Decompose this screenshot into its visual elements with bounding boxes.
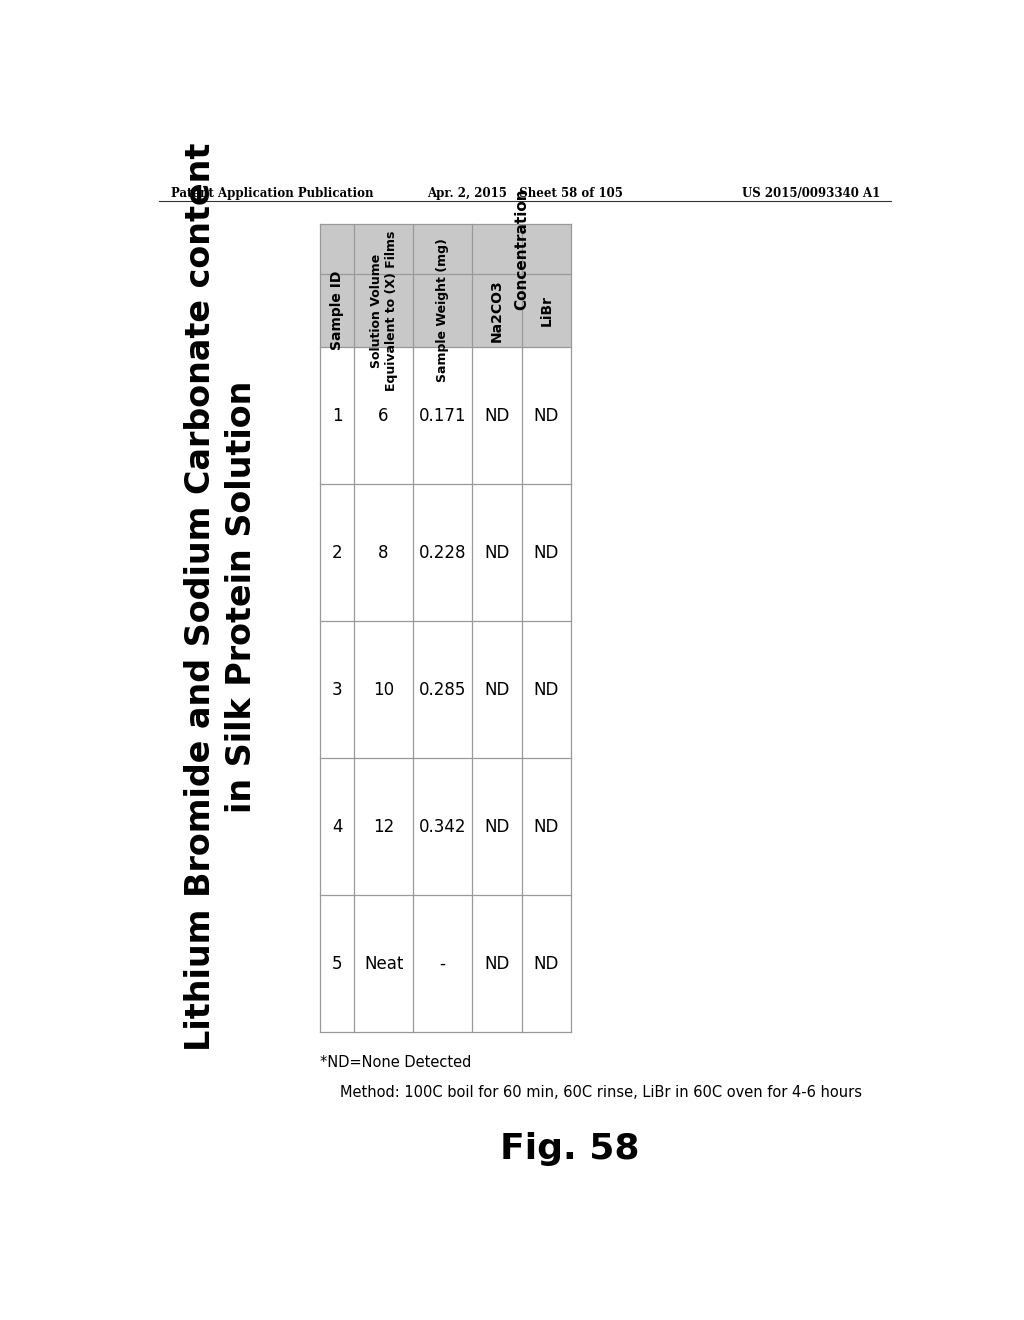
Text: 4: 4 [332,818,342,836]
Text: *ND=None Detected: *ND=None Detected [321,1056,472,1071]
Bar [321,622,354,758]
Text: Sample Weight (mg): Sample Weight (mg) [436,239,450,383]
Bar [521,622,571,758]
Text: ND: ND [484,954,510,973]
Bar [354,224,413,275]
Bar [521,224,571,275]
Bar [472,347,521,484]
Text: Na2CO3: Na2CO3 [489,279,504,342]
Text: 10: 10 [373,681,394,698]
Text: Apr. 2, 2015   Sheet 58 of 105: Apr. 2, 2015 Sheet 58 of 105 [427,187,623,199]
Text: Fig. 58: Fig. 58 [500,1133,640,1167]
Text: ND: ND [534,818,559,836]
Text: -: - [439,954,445,973]
Text: 0.342: 0.342 [419,818,466,836]
Bar [321,347,354,484]
Text: LiBr: LiBr [540,294,553,326]
Text: US 2015/0093340 A1: US 2015/0093340 A1 [741,187,880,199]
Bar [521,275,571,347]
Text: ND: ND [534,954,559,973]
Text: 3: 3 [332,681,342,698]
Bar [472,275,521,347]
Text: 6: 6 [378,407,389,425]
Text: 2: 2 [332,544,342,561]
Bar [321,224,354,275]
Text: ND: ND [484,818,510,836]
Text: Sample ID: Sample ID [330,271,344,350]
Bar [521,484,571,622]
Text: 0.171: 0.171 [419,407,466,425]
Bar [321,484,354,622]
Text: 5: 5 [332,954,342,973]
Bar [321,275,354,347]
Text: Patent Application Publication: Patent Application Publication [171,187,373,199]
Bar [413,484,472,622]
Text: Neat: Neat [364,954,403,973]
Text: Solution Volume
Equivalent to (X) Films: Solution Volume Equivalent to (X) Films [370,230,397,391]
Bar [472,622,521,758]
Text: ND: ND [534,544,559,561]
Bar [354,622,413,758]
Text: ND: ND [484,544,510,561]
Bar [413,347,472,484]
Bar [472,484,521,622]
Text: Lithium Bromide and Sodium Carbonate content
in Silk Protein Solution: Lithium Bromide and Sodium Carbonate con… [184,143,258,1052]
Bar [354,895,413,1032]
Bar [321,758,354,895]
Bar [321,895,354,1032]
Text: ND: ND [534,681,559,698]
Text: ND: ND [484,681,510,698]
Bar [521,895,571,1032]
Bar [413,758,472,895]
Bar [413,224,472,275]
Text: 0.228: 0.228 [419,544,466,561]
Bar [354,484,413,622]
Bar [354,758,413,895]
Text: 8: 8 [378,544,389,561]
Bar [472,895,521,1032]
Text: 1: 1 [332,407,342,425]
Text: Method: 100C boil for 60 min, 60C rinse, LiBr in 60C oven for 4-6 hours: Method: 100C boil for 60 min, 60C rinse,… [340,1085,861,1100]
Bar [413,275,472,347]
Bar [472,224,521,275]
Text: 12: 12 [373,818,394,836]
Text: 0.285: 0.285 [419,681,466,698]
Bar [521,758,571,895]
Bar [521,347,571,484]
Text: ND: ND [484,407,510,425]
Bar [472,758,521,895]
Bar [413,622,472,758]
Text: ND: ND [534,407,559,425]
Text: Concentration: Concentration [514,187,529,310]
Bar [413,895,472,1032]
Bar [354,275,413,347]
Bar [354,347,413,484]
